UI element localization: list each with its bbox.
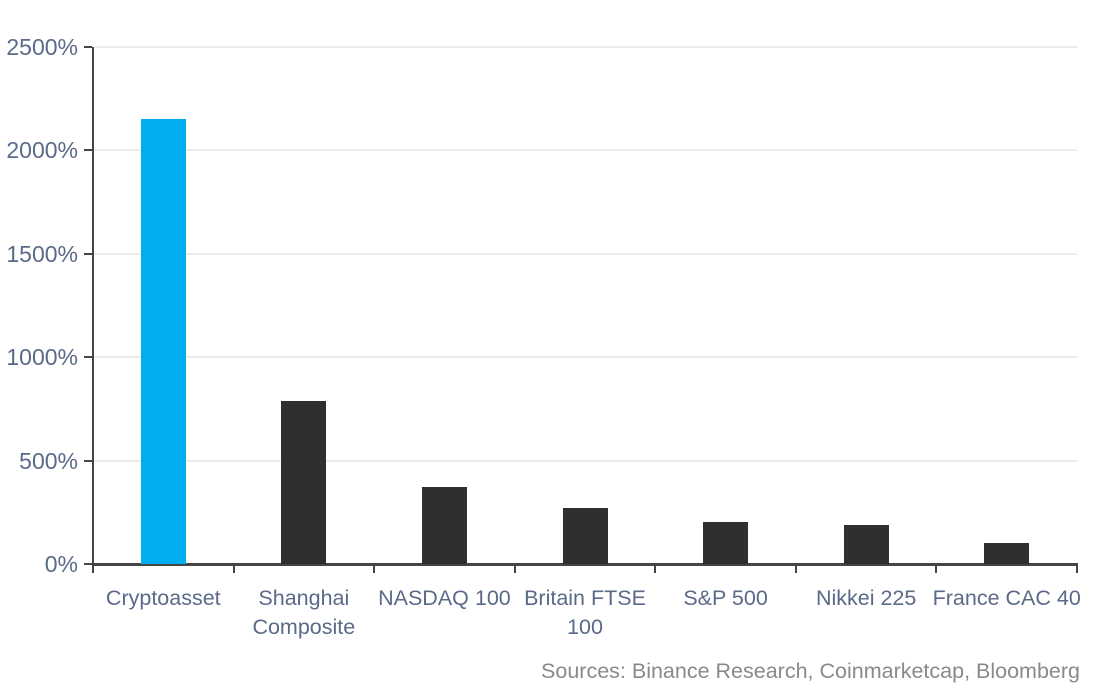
gridline — [93, 252, 1077, 255]
gridline — [93, 459, 1077, 462]
gridline — [93, 356, 1077, 359]
x-axis-tick — [513, 566, 516, 573]
gridline — [93, 46, 1077, 48]
x-axis-label-nasdaq-100: NASDAQ 100 — [378, 586, 511, 610]
y-axis-line — [92, 47, 94, 564]
y-axis-tick — [84, 46, 92, 48]
y-tick-label: 500% — [19, 447, 78, 474]
x-axis-label-france-cac-40: France CAC 40 — [932, 586, 1081, 610]
y-axis-tick — [84, 356, 92, 359]
y-axis-tick — [84, 149, 92, 152]
x-axis-tick — [373, 566, 376, 573]
x-axis-label-nikkei-225: Nikkei 225 — [815, 586, 917, 610]
x-axis-tick — [232, 566, 235, 573]
x-axis-line — [92, 563, 1078, 566]
y-axis-tick — [84, 459, 92, 462]
bar-cryptoasset — [140, 119, 186, 564]
gridline — [93, 149, 1077, 152]
bar-s-p-500 — [703, 521, 749, 564]
y-axis-tick — [84, 563, 92, 565]
source-note: Sources: Binance Research, Coinmarketcap… — [541, 659, 1080, 683]
x-axis-tick — [935, 566, 938, 573]
y-tick-label: 0% — [44, 551, 78, 577]
y-tick-label: 1500% — [6, 240, 78, 267]
bar-nikkei-225 — [843, 524, 889, 564]
x-axis-label-britain-ftse: Britain FTSE 100 — [524, 586, 646, 639]
x-axis-tick — [654, 566, 657, 573]
x-axis-label-s-p-500: S&P 500 — [683, 586, 768, 610]
x-axis-label-cryptoasset: Cryptoasset — [105, 586, 221, 610]
bar-shanghai — [281, 400, 327, 564]
x-axis-tick — [1076, 566, 1078, 573]
y-tick-label: 1000% — [6, 344, 78, 371]
x-axis-tick — [92, 566, 94, 573]
x-axis-tick — [794, 566, 797, 573]
y-tick-label: 2500% — [6, 34, 78, 60]
bar-britain-ftse — [562, 508, 608, 564]
bar-nasdaq-100 — [421, 487, 467, 564]
y-axis-tick — [84, 252, 92, 255]
x-axis-label-shanghai: Shanghai Composite — [252, 586, 356, 639]
y-tick-label: 2000% — [6, 137, 78, 164]
bar-france-cac-40 — [984, 543, 1030, 564]
